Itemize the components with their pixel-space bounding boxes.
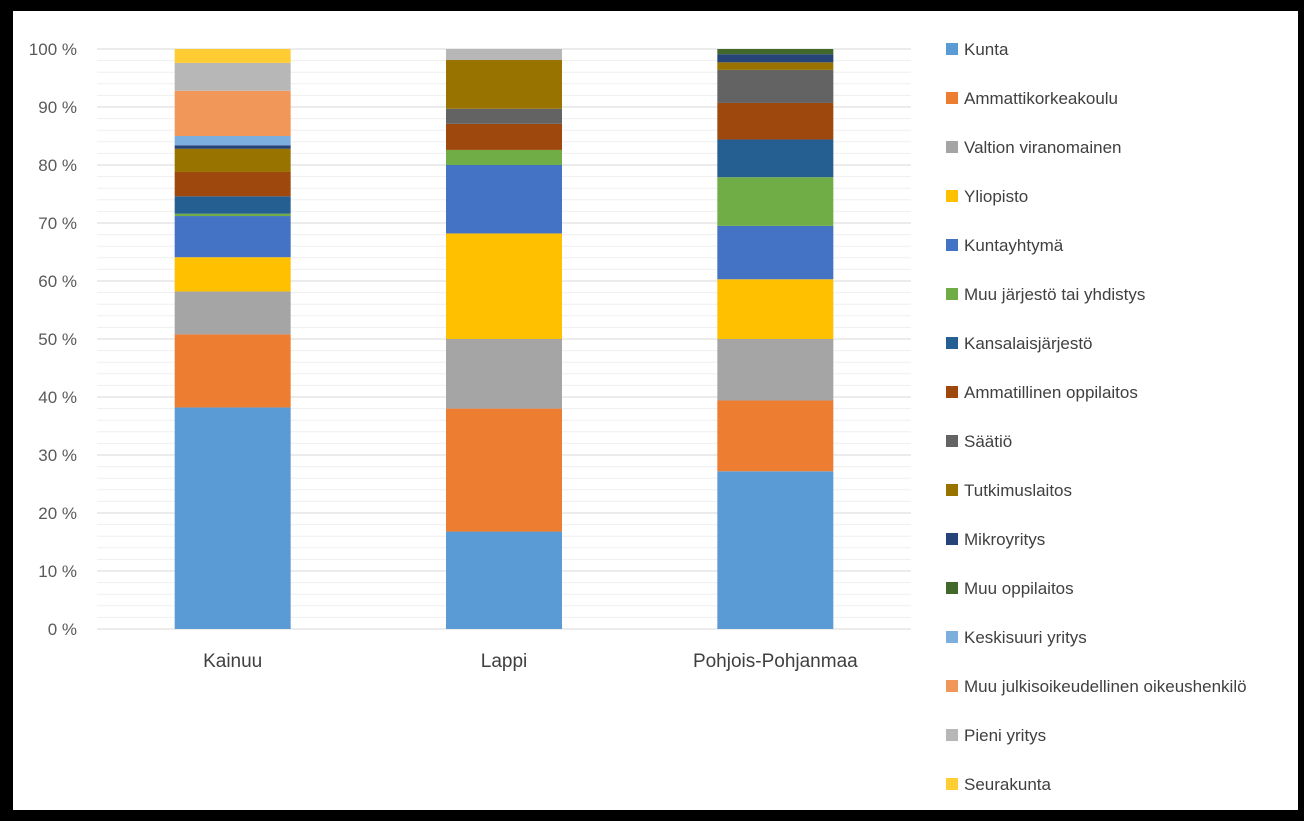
- bar-segment: [174, 291, 291, 335]
- legend-swatch: [946, 337, 958, 349]
- bar-segment: [174, 148, 291, 172]
- legend-swatch: [946, 190, 958, 202]
- legend-swatch: [946, 680, 958, 692]
- bars: [174, 49, 834, 629]
- legend-swatch: [946, 288, 958, 300]
- bar-segment: [174, 216, 291, 258]
- bar-segment: [446, 149, 562, 165]
- bar-segment: [717, 62, 834, 70]
- stacked-bar-chart: 0 % 10 % 20 % 30 % 40 % 50 % 60 % 70 % 80 % 90 % 1…: [29, 40, 1247, 794]
- y-tick-label: 10 %: [38, 562, 77, 581]
- legend-swatch: [946, 239, 958, 251]
- legend-swatch: [946, 386, 958, 398]
- legend-label: Kansalaisjärjestö: [964, 334, 1093, 353]
- legend-label: Muu oppilaitos: [964, 579, 1074, 598]
- chart-area: 0 % 10 % 20 % 30 % 40 % 50 % 60 % 70 % 80 % 90 % 1…: [13, 11, 1298, 810]
- x-tick-label: Pohjois-Pohjanmaa: [693, 651, 858, 672]
- legend-label: Muu järjestö tai yhdistys: [964, 285, 1145, 304]
- legend-swatch: [946, 729, 958, 741]
- legend: Kunta Ammattikorkeakoulu Valtion viranomai…: [946, 40, 1247, 794]
- legend-label: Kunta: [964, 40, 1009, 59]
- legend-swatch: [946, 484, 958, 496]
- bar-segment: [446, 123, 562, 150]
- x-tick-label: Lappi: [481, 651, 528, 672]
- legend-label: Tutkimuslaitos: [964, 481, 1072, 500]
- bar-segment: [717, 102, 834, 140]
- y-tick-label: 0 %: [48, 620, 77, 639]
- y-tick-label: 70 %: [38, 214, 77, 233]
- bar-segment: [174, 171, 291, 197]
- bar-segment: [717, 471, 834, 629]
- bar-segment: [174, 145, 291, 149]
- legend-swatch: [946, 141, 958, 153]
- legend-label: Valtion viranomainen: [964, 138, 1122, 157]
- bar-segment: [717, 225, 834, 280]
- bar-segment: [717, 177, 834, 226]
- bar-segment: [174, 90, 291, 136]
- bar-segment: [717, 279, 834, 339]
- bar-segment: [446, 60, 562, 109]
- y-tick-label: 60 %: [38, 272, 77, 291]
- bar-segment: [174, 49, 291, 63]
- bar-segment: [717, 49, 834, 55]
- legend-swatch: [946, 43, 958, 55]
- bar-segment: [174, 407, 291, 629]
- bar-segment: [174, 213, 291, 217]
- bar-segment: [174, 257, 291, 292]
- y-tick-label: 20 %: [38, 504, 77, 523]
- x-axis: Kainuu Lappi Pohjois-Pohjanmaa: [203, 651, 858, 672]
- legend-swatch: [946, 92, 958, 104]
- y-tick-label: 80 %: [38, 156, 77, 175]
- legend-swatch: [946, 631, 958, 643]
- legend-label: Yliopisto: [964, 187, 1028, 206]
- legend-label: Seurakunta: [964, 775, 1051, 794]
- legend-swatch: [946, 778, 958, 790]
- legend-label: Kuntayhtymä: [964, 236, 1064, 255]
- bar-segment: [717, 339, 834, 401]
- legend-label: Säätiö: [964, 432, 1012, 451]
- y-axis: 0 % 10 % 20 % 30 % 40 % 50 % 60 % 70 % 80 % 90 % 1…: [29, 40, 77, 639]
- bar-segment: [717, 139, 834, 178]
- y-tick-label: 40 %: [38, 388, 77, 407]
- legend-swatch: [946, 435, 958, 447]
- legend-label: Ammattikorkeakoulu: [964, 89, 1118, 108]
- y-tick-label: 50 %: [38, 330, 77, 349]
- bar-segment: [717, 400, 834, 472]
- bar-segment: [717, 54, 834, 63]
- bar-segment: [446, 108, 562, 124]
- bar-segment: [446, 531, 562, 629]
- bar-segment: [174, 62, 291, 91]
- bar-segment: [717, 69, 834, 103]
- bar-segment: [174, 196, 291, 214]
- bar-segment: [174, 334, 291, 408]
- y-tick-label: 90 %: [38, 98, 77, 117]
- bar-segment: [446, 165, 562, 234]
- bar-segment: [446, 408, 562, 532]
- legend-label: Mikroyritys: [964, 530, 1045, 549]
- bar-segment: [446, 49, 562, 61]
- legend-label: Ammatillinen oppilaitos: [964, 383, 1138, 402]
- y-tick-label: 30 %: [38, 446, 77, 465]
- legend-label: Keskisuuri yritys: [964, 628, 1087, 647]
- legend-label: Pieni yritys: [964, 726, 1046, 745]
- legend-swatch: [946, 533, 958, 545]
- bar-segment: [174, 136, 291, 146]
- bar-segment: [446, 233, 562, 339]
- legend-label: Muu julkisoikeudellinen oikeushenkilö: [964, 677, 1247, 696]
- legend-swatch: [946, 582, 958, 594]
- y-tick-label: 100 %: [29, 40, 77, 59]
- x-tick-label: Kainuu: [203, 651, 262, 672]
- bar-segment: [446, 339, 562, 409]
